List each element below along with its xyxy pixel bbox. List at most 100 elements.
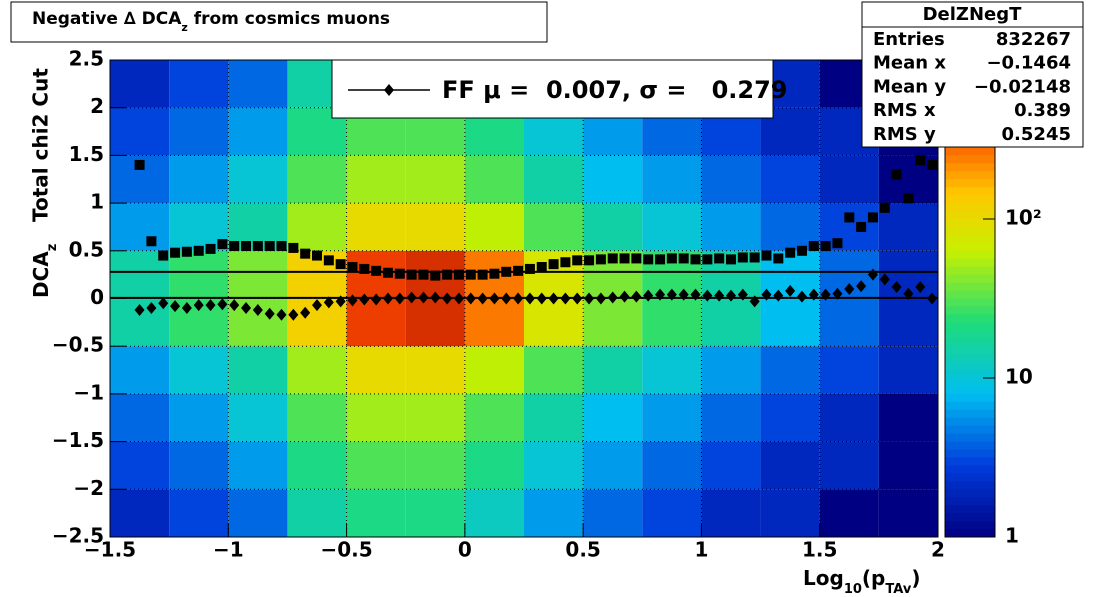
heat-cell — [346, 155, 406, 204]
heat-cell — [287, 155, 347, 204]
heat-cell — [524, 203, 584, 251]
heat-cell — [642, 346, 702, 394]
heat-cell — [701, 441, 761, 490]
rms-marker — [584, 255, 595, 266]
heat-cell — [287, 346, 347, 394]
rms-marker — [714, 253, 725, 264]
heat-cell — [701, 203, 761, 251]
colorbar-band — [945, 211, 995, 220]
colorbar-band — [945, 203, 995, 212]
x-tick-label: 2 — [931, 538, 945, 562]
rms-marker — [915, 155, 926, 166]
colorbar-band — [945, 155, 995, 164]
rms-marker — [619, 253, 630, 264]
z-tick-label: 10² — [1005, 206, 1042, 230]
colorbar-band — [945, 298, 995, 307]
mean-marker — [761, 288, 772, 301]
rms-marker — [501, 266, 512, 277]
colorbar-band — [945, 171, 995, 180]
mean-marker — [903, 287, 914, 300]
colorbar-band — [945, 266, 995, 276]
heat-cell — [169, 107, 229, 156]
x-axis-label: Log10(pTAv) — [803, 566, 920, 597]
rms-marker — [761, 250, 772, 261]
z-tick-label: 1 — [1005, 524, 1019, 548]
colorbar-band — [945, 497, 995, 506]
rms-marker — [264, 241, 275, 252]
rms-marker — [406, 269, 417, 280]
colorbar-band — [945, 393, 995, 403]
heat-cell — [583, 155, 643, 204]
colorbar-band — [945, 529, 995, 538]
rms-marker — [643, 254, 654, 265]
heat-cell — [405, 441, 465, 490]
rms-marker — [217, 239, 228, 250]
heat-cell — [878, 441, 938, 490]
mean-marker — [548, 292, 559, 305]
heat-cell — [464, 298, 524, 347]
heat-cell — [760, 346, 820, 394]
heat-cell — [524, 298, 584, 347]
rms-marker — [418, 269, 429, 280]
mean-marker — [524, 292, 535, 305]
stats-value: 832267 — [996, 29, 1071, 50]
mean-marker — [193, 299, 204, 312]
heat-cell — [110, 393, 170, 442]
colorbar-band — [945, 449, 995, 458]
colorbar-band — [945, 385, 995, 395]
mean-marker — [655, 288, 666, 301]
chart-title: Negative ∆ DCAz from cosmics muons — [32, 9, 390, 34]
heat-cell — [169, 155, 229, 204]
heat-cell — [110, 346, 170, 394]
rms-marker — [134, 159, 145, 170]
stats-label: Mean y — [873, 76, 946, 97]
colorbar-band — [945, 417, 995, 427]
colorbar-band — [945, 195, 995, 204]
mean-marker — [856, 280, 867, 293]
y-tick-label: 1 — [90, 190, 104, 214]
colorbar-band — [945, 473, 995, 482]
heat-cell — [819, 298, 879, 347]
heat-cell — [110, 60, 170, 108]
stats-value: 0.5245 — [1002, 124, 1071, 145]
rms-marker — [347, 262, 358, 273]
rms-marker — [193, 245, 204, 256]
x-label-part: 10 — [844, 582, 862, 597]
mean-marker — [560, 292, 571, 305]
colorbar-band — [945, 505, 995, 514]
heat-cell — [346, 298, 406, 347]
mean-marker — [631, 290, 642, 303]
colorbar-band — [945, 346, 995, 355]
mean-marker — [796, 290, 807, 303]
heat-cell — [169, 250, 229, 299]
heat-cell — [464, 441, 524, 490]
mean-marker — [726, 289, 736, 302]
mean-marker — [879, 273, 890, 286]
heat-cell — [583, 489, 643, 537]
colorbar-band — [945, 409, 995, 419]
heat-cell — [760, 489, 820, 537]
heat-cell — [464, 203, 524, 251]
rms-marker — [560, 257, 571, 268]
heat-cell — [169, 346, 229, 394]
colorbar-band — [945, 258, 995, 268]
mean-marker — [927, 292, 938, 305]
mean-marker — [489, 292, 500, 305]
y-label-part: z — [45, 244, 60, 252]
rms-marker — [655, 254, 666, 265]
rms-marker — [229, 241, 240, 252]
x-label-part: Log — [803, 566, 844, 590]
mean-marker — [382, 292, 393, 305]
mean-marker — [678, 288, 689, 301]
heat-cell — [110, 441, 170, 490]
heat-cell — [464, 393, 524, 442]
mean-marker — [323, 296, 334, 309]
colorbar-band — [945, 378, 995, 387]
y-axis-label: DCAz — [29, 244, 60, 298]
colorbar-band — [945, 465, 995, 474]
stats-value: −0.02148 — [974, 76, 1071, 97]
mean-marker — [595, 292, 606, 305]
rms-marker — [702, 254, 713, 265]
colorbar-band — [945, 282, 995, 292]
y-axis-label-2: Total chi2 Cut — [29, 68, 53, 222]
